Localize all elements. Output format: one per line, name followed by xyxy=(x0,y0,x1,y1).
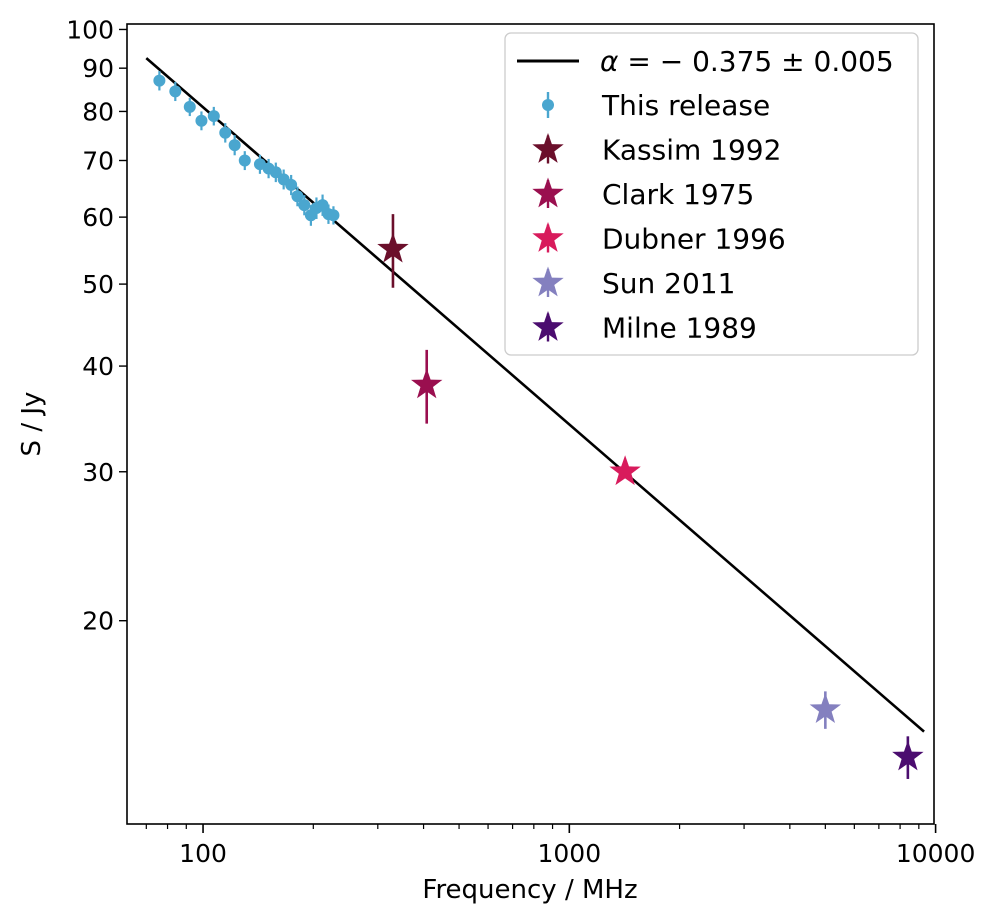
data-point-this-release xyxy=(316,199,329,212)
y-tick-label: 20 xyxy=(82,607,114,636)
data-point-sun-2011 xyxy=(809,693,842,723)
data-point-this-release xyxy=(153,74,166,87)
legend-label-clark-1975: Clark 1975 xyxy=(602,178,754,211)
legend-swatch-sun-2011 xyxy=(532,266,564,297)
y-tick-label: 100 xyxy=(66,15,114,44)
axis-ticks: 100 1000 10000 20 30 40 50 60 70 80 90 100 xyxy=(66,15,975,868)
data-point-dubner-1996 xyxy=(609,455,641,486)
data-point-this-release xyxy=(207,110,220,123)
legend-swatch-this-release xyxy=(542,99,554,111)
y-tick-label: 60 xyxy=(82,203,114,232)
data-point-milne-1989 xyxy=(892,740,924,771)
legend-swatch-clark-1975 xyxy=(532,177,564,208)
data-point-this-release xyxy=(285,178,298,191)
x-tick-label: 10000 xyxy=(896,839,976,868)
y-tick-label: 80 xyxy=(82,97,114,126)
data-point-this-release xyxy=(228,139,241,152)
y-tick-label: 50 xyxy=(82,270,114,299)
y-tick-label: 30 xyxy=(82,458,114,487)
legend-fit-alpha: α = xyxy=(600,45,660,78)
data-point-clark-1975 xyxy=(411,368,443,399)
data-point-kassim-1992 xyxy=(377,232,409,263)
y-tick-label: 70 xyxy=(82,146,114,175)
x-axis-title: Frequency / MHz xyxy=(422,875,637,905)
y-tick-label: 40 xyxy=(82,352,114,381)
data-point-this-release xyxy=(291,190,304,203)
legend-fit-value: − 0.375 ± 0.005 xyxy=(660,45,894,78)
legend-entries: This release Kassim 1992 Clark 1975 Dubner … xyxy=(532,89,786,345)
legend-label-kassim-1992: Kassim 1992 xyxy=(602,134,781,167)
legend: α = − 0.375 ± 0.005 This release Kassim 1… xyxy=(504,32,919,356)
legend-label-milne-1989: Milne 1989 xyxy=(602,312,757,345)
legend-frame xyxy=(504,32,919,356)
data-point-this-release xyxy=(238,154,251,167)
legend-label-this-release: This release xyxy=(601,89,770,122)
data-point-this-release xyxy=(195,114,208,127)
legend-swatch-milne-1989 xyxy=(532,311,564,341)
legend-swatch-dubner-1996 xyxy=(532,222,564,252)
y-tick-label: 90 xyxy=(82,54,114,83)
data-point-this-release xyxy=(327,209,340,222)
legend-fit-label: α = − 0.375 ± 0.005 xyxy=(600,45,894,78)
y-axis-title: S / Jy xyxy=(17,392,47,457)
legend-label-dubner-1996: Dubner 1996 xyxy=(602,223,786,256)
x-tick-label: 1000 xyxy=(538,839,602,868)
data-point-this-release xyxy=(298,199,311,212)
data-point-this-release xyxy=(169,85,182,98)
axes-frame xyxy=(126,23,935,825)
legend-swatch-kassim-1992 xyxy=(532,133,564,163)
data-point-this-release xyxy=(219,126,232,139)
x-tick-label: 100 xyxy=(179,839,227,868)
data-point-this-release xyxy=(269,166,282,179)
legend-label-sun-2011: Sun 2011 xyxy=(602,267,735,300)
data-point-this-release xyxy=(183,100,196,113)
plot-area xyxy=(145,57,925,779)
